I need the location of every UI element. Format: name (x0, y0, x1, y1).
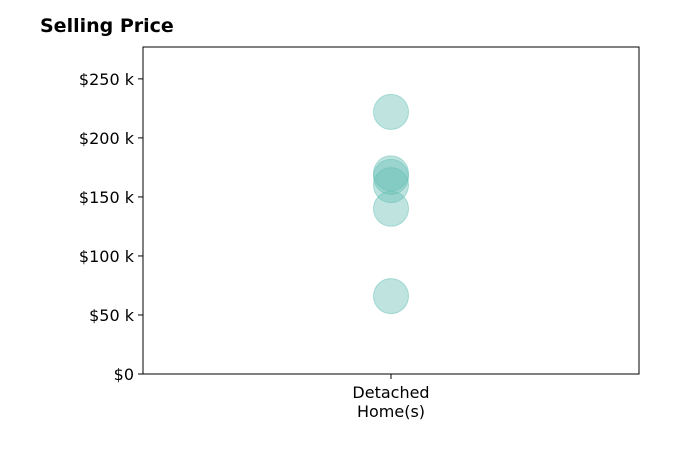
data-point (373, 93, 409, 130)
y-tick-label: $150 k (79, 188, 135, 207)
x-axis: Detached Home(s) (352, 374, 430, 421)
y-tick-label: $250 k (79, 70, 135, 89)
data-point (373, 158, 409, 195)
data-point (373, 190, 409, 227)
y-axis: $0 $50 k $100 k $150 k $200 k $250 k (79, 70, 143, 384)
y-tick-label: $100 k (79, 247, 135, 266)
chart-title: Selling Price (40, 15, 174, 37)
y-tick-label: $200 k (79, 129, 135, 148)
x-tick-label: Detached Home(s) (352, 383, 429, 421)
data-point (373, 278, 409, 315)
y-tick-label: $50 k (89, 306, 135, 325)
y-tick-label: $0 (114, 365, 134, 384)
data-points (373, 93, 409, 315)
